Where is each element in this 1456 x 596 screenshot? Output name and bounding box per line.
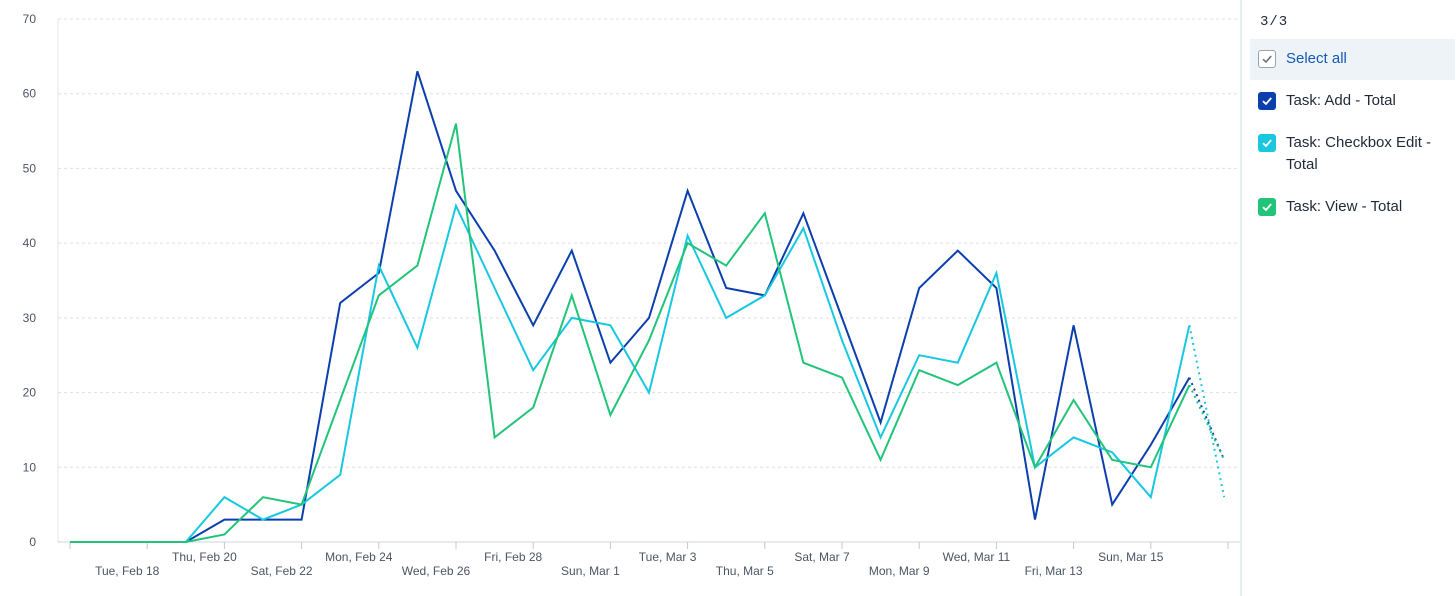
- x-tick-label: Mon, Mar 9: [869, 564, 930, 578]
- legend-count: 3/3: [1260, 14, 1289, 30]
- legend-label-checkbox-edit-total: Task: Checkbox Edit - Total: [1286, 134, 1432, 173]
- series-projection-1: [1188, 325, 1226, 498]
- series-line-2: [70, 123, 1191, 543]
- legend-item-checkbox-edit-total[interactable]: Task: Checkbox Edit - Total: [1250, 132, 1455, 176]
- check-icon: [1262, 97, 1272, 106]
- check-icon: [1262, 55, 1272, 64]
- select-all-checkbox[interactable]: [1258, 50, 1276, 68]
- y-tick-label: 70: [23, 12, 37, 26]
- x-tick-label: Sat, Mar 7: [794, 550, 850, 564]
- chart-svg: 0 10 20 30 40 50 60 70 Tue, Feb 18 Thu, Feb 20 Sat…: [23, 12, 1240, 578]
- x-tick-label: Tue, Mar 3: [639, 550, 697, 564]
- legend-divider: [1240, 0, 1242, 596]
- y-tick-label: 0: [29, 535, 36, 549]
- x-tick-label: Sun, Mar 1: [561, 564, 620, 578]
- legend-checkbox-view-total[interactable]: [1258, 198, 1276, 216]
- x-tick-label: Thu, Mar 5: [716, 564, 774, 578]
- select-all-option[interactable]: Select all: [1250, 39, 1455, 80]
- y-tick-label: 50: [23, 161, 37, 175]
- series-line-1: [70, 202, 1191, 543]
- legend-checkbox-add-total[interactable]: [1258, 92, 1276, 110]
- legend-panel: 3/3 Select all Task: Add - Total Task: C…: [1250, 0, 1456, 596]
- x-tick-label: Wed, Feb 26: [402, 564, 471, 578]
- x-tick-label: Sun, Mar 15: [1098, 550, 1164, 564]
- y-tick-label: 20: [23, 386, 37, 400]
- x-tick-label: Mon, Feb 24: [325, 550, 393, 564]
- legend-label-add-total: Task: Add - Total: [1286, 92, 1396, 109]
- y-tick-label: 30: [23, 311, 37, 325]
- legend-item-view-total[interactable]: Task: View - Total: [1250, 196, 1455, 218]
- x-tick-label: Tue, Feb 18: [95, 564, 160, 578]
- y-tick-label: 60: [23, 87, 37, 101]
- select-all-label: Select all: [1286, 50, 1347, 67]
- legend-label-view-total: Task: View - Total: [1286, 198, 1403, 215]
- line-chart: 0 10 20 30 40 50 60 70 Tue, Feb 18 Thu, Feb 20 Sat…: [23, 12, 1240, 578]
- x-tick-label: Sat, Feb 22: [251, 564, 313, 578]
- check-icon: [1262, 203, 1272, 212]
- legend-checkbox-checkbox-edit-total[interactable]: [1258, 134, 1276, 152]
- x-tick-label: Fri, Feb 28: [484, 550, 542, 564]
- check-icon: [1262, 139, 1272, 148]
- y-tick-label: 40: [23, 236, 37, 250]
- series-projection-2: [1188, 384, 1226, 461]
- series-line-0: [70, 70, 1191, 543]
- legend-item-add-total[interactable]: Task: Add - Total: [1250, 90, 1455, 112]
- series-projection-0: [1188, 377, 1226, 461]
- x-tick-label: Wed, Mar 11: [943, 550, 1011, 564]
- x-tick-label: Thu, Feb 20: [172, 550, 237, 564]
- y-tick-label: 10: [23, 460, 37, 474]
- x-tick-label: Fri, Mar 13: [1025, 564, 1083, 578]
